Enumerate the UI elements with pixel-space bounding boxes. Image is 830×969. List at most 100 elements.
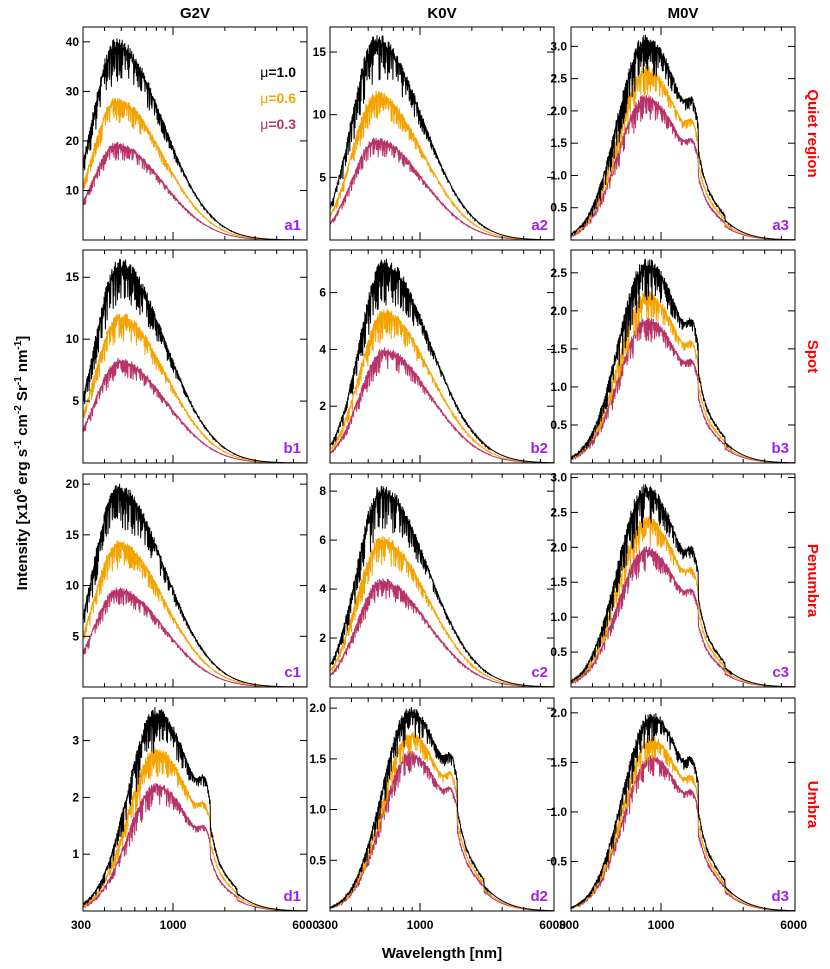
panel-frame: [82, 249, 308, 464]
y-tick-label: 15: [66, 270, 80, 284]
row-label: Umbra: [804, 781, 821, 829]
y-tick-label: 2.0: [309, 701, 326, 715]
x-tick-label: 300: [318, 918, 338, 932]
y-tick-label: 2.5: [550, 505, 567, 519]
y-tick-label: 0.5: [309, 853, 326, 867]
x-tick-label: 6000: [292, 918, 319, 932]
y-tick-label: 10: [313, 108, 327, 122]
panel-frame: [82, 697, 308, 912]
series-mu-1.0: [83, 483, 307, 687]
panel-b1: 5 10 15 b1: [66, 249, 308, 464]
series-mu-1.0: [83, 259, 307, 463]
series-mu-1.0: [330, 706, 554, 911]
series-mu-0.3: [571, 94, 795, 240]
panel-frame: [570, 249, 796, 464]
y-tick-label: 20: [66, 134, 80, 148]
y-tick-label: 3.0: [550, 39, 567, 53]
series-mu-0.3: [571, 317, 795, 463]
panel-frame: [329, 26, 555, 241]
panel-b3: 0.5 1.0 1.5 2.0 2.5 b3: [550, 249, 796, 464]
y-tick-label: 1.5: [550, 342, 567, 356]
series-mu-0.3: [330, 347, 554, 463]
panel-label: a3: [772, 217, 789, 234]
y-tick-label: 40: [66, 35, 80, 49]
panel-a1: 10 20 30 40 a1: [66, 26, 308, 241]
spectra: [571, 34, 795, 240]
y-tick-label: 10: [66, 332, 80, 346]
y-tick-label: 1.5: [550, 575, 567, 589]
x-tick-label: 1000: [160, 918, 187, 932]
y-tick-label: 2.0: [550, 104, 567, 118]
series-mu-0.6: [83, 313, 307, 463]
y-tick-label: 2: [319, 631, 326, 645]
series-mu-0.6: [571, 736, 795, 911]
panel-c3: 0.5 1.0 1.5 2.0 2.5 3.0 c3: [550, 470, 796, 688]
y-tick-label: 1.0: [550, 805, 567, 819]
y-tick-label: 2: [319, 399, 326, 413]
y-tick-label: 0.5: [550, 645, 567, 659]
y-tick-label: 0.5: [550, 201, 567, 215]
panel-a2: 5 10 15 a2: [313, 26, 555, 241]
x-tick-label: 300: [71, 918, 91, 932]
y-tick-label: 10: [66, 579, 80, 593]
y-tick-label: 1.0: [550, 380, 567, 394]
panel-label: c3: [772, 664, 789, 681]
spectra: [83, 707, 307, 911]
legend: μ=1.0 μ=0.6 μ=0.3: [260, 64, 296, 132]
column-title: K0V: [427, 5, 456, 22]
y-tick-label: 1.0: [309, 803, 326, 817]
series-mu-1.0: [83, 707, 307, 911]
y-tick-label: 6: [319, 286, 326, 300]
series-mu-0.6: [83, 746, 307, 911]
panel-label: d1: [283, 888, 301, 905]
series-mu-1.0: [330, 35, 554, 240]
y-axis-title: Intensity [x106 erg s-1 cm-2 Sr-1 nm-1]: [13, 336, 31, 591]
y-tick-label: 5: [319, 170, 326, 184]
panel-frame: [329, 697, 555, 912]
legend-entry: μ=0.3: [260, 116, 296, 132]
panel-frame: [570, 697, 796, 912]
spectra: [571, 713, 795, 911]
y-tick-label: 6: [319, 533, 326, 547]
panel-frame: [329, 473, 555, 688]
y-tick-label: 0.5: [550, 854, 567, 868]
series-mu-0.6: [330, 309, 554, 463]
y-tick-label: 10: [66, 183, 80, 197]
series-mu-0.6: [571, 291, 795, 463]
panel-label: a2: [531, 217, 548, 234]
y-tick-label: 15: [313, 45, 327, 59]
y-tick-label: 5: [72, 394, 79, 408]
y-tick-label: 4: [319, 582, 326, 596]
spectra: [330, 258, 554, 463]
panel-label: b2: [530, 440, 548, 457]
panel-frame: [570, 473, 796, 688]
spectra: [83, 259, 307, 463]
y-tick-label: 1.0: [550, 168, 567, 182]
spectra: [83, 483, 307, 687]
y-tick-label: 1.0: [550, 610, 567, 624]
panel-frame: [82, 473, 308, 688]
spectra: [330, 35, 554, 240]
y-tick-label: 1.5: [550, 755, 567, 769]
series-mu-0.6: [571, 516, 795, 687]
panel-d3: 0.5 1.0 1.5 2.0 d3 300 1000 6000: [550, 697, 807, 932]
x-tick-label: 6000: [539, 918, 566, 932]
y-tick-label: 2.5: [550, 266, 567, 280]
series-mu-0.6: [330, 536, 554, 687]
series-mu-1.0: [571, 258, 795, 463]
panel-label: c1: [284, 664, 301, 681]
spectra: [330, 706, 554, 911]
x-tick-label: 1000: [648, 918, 675, 932]
y-tick-label: 4: [319, 342, 326, 356]
x-axis-title: Wavelength [nm]: [382, 945, 502, 962]
panel-d1: 1 2 3 d1 300 1000 6000: [71, 697, 319, 932]
panel-c2: 2 4 6 8 c2: [319, 473, 555, 688]
y-tick-label: 2.0: [550, 304, 567, 318]
y-tick-label: 2.0: [550, 706, 567, 720]
series-mu-1.0: [571, 34, 795, 240]
panel-label: d2: [530, 888, 548, 905]
series-mu-1.0: [571, 484, 795, 687]
series-mu-0.3: [83, 141, 307, 240]
panel-c1: 5 10 15 20 c1: [66, 473, 308, 688]
